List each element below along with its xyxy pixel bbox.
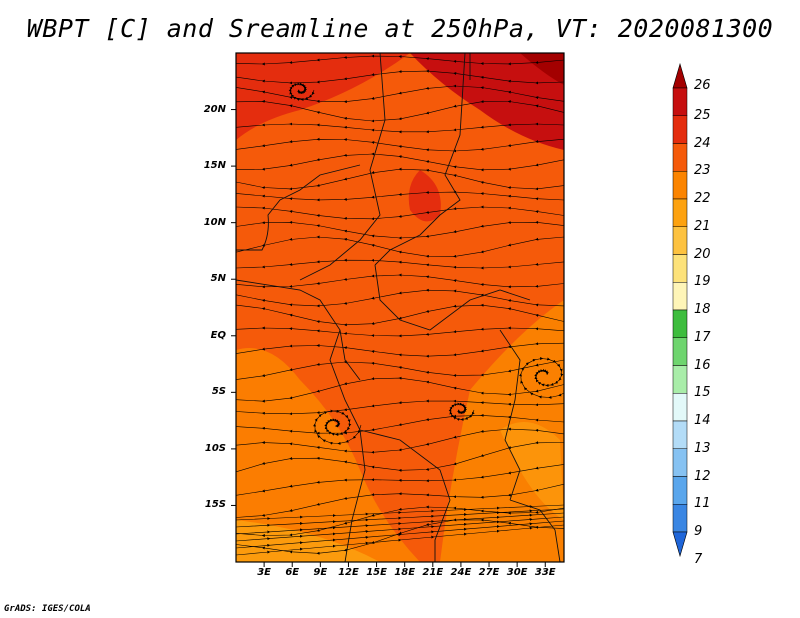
colorbar-swatch <box>672 504 688 533</box>
colorbar-label: 13 <box>694 440 711 456</box>
border-line <box>299 53 386 281</box>
colorbar-label: 18 <box>694 302 711 317</box>
lon-tick-label: 6E <box>285 567 300 578</box>
streamline <box>236 376 564 403</box>
colorbar-swatch <box>672 87 688 116</box>
colorbar-swatch <box>672 115 688 144</box>
colorbar-swatch <box>672 254 688 283</box>
axis-ticks <box>231 109 546 567</box>
colorbar-label: 26 <box>694 78 711 93</box>
map-frame <box>235 52 565 563</box>
streamline <box>236 303 564 327</box>
vortex-streamline <box>313 409 362 445</box>
country-borders <box>236 53 561 562</box>
streamline <box>236 399 564 416</box>
lat-tick-label: 10S <box>204 442 226 454</box>
streamline <box>236 326 564 338</box>
colorbar-label: 12 <box>694 468 711 484</box>
lat-tick-label: EQ <box>210 329 226 341</box>
border-line <box>374 53 466 266</box>
colorbar-swatch <box>672 309 688 338</box>
lon-tick-label: 21E <box>422 567 444 578</box>
colorbar-swatch <box>672 365 688 394</box>
streamline <box>236 235 564 258</box>
streamline <box>236 190 564 202</box>
border-line <box>499 329 521 501</box>
colorbar-label: 14 <box>694 413 711 428</box>
colorbar-label: 16 <box>694 357 711 373</box>
lat-tick-label: 15S <box>204 499 226 511</box>
streamline <box>236 273 564 289</box>
lon-tick-label: 24E <box>450 567 472 578</box>
streamline <box>236 54 564 66</box>
streamlines <box>236 54 564 556</box>
colorbar-label: 17 <box>694 329 711 345</box>
colorbar-label: 9 <box>694 524 703 539</box>
border-line <box>509 499 561 562</box>
colorbar-label: 11 <box>694 496 711 512</box>
colorbar-swatch <box>672 337 688 366</box>
lon-tick-label: 18E <box>394 567 416 578</box>
colorbar-min-arrow <box>672 531 688 558</box>
streamline <box>236 205 564 221</box>
lon-tick-label: 9E <box>313 567 328 578</box>
colorbar-label: 7 <box>694 551 703 567</box>
streamline <box>236 258 564 270</box>
vortex-streamline <box>519 357 564 399</box>
colorbar-label: 20 <box>694 246 711 262</box>
lat-tick-label: 20N <box>203 103 226 115</box>
vortex-streamline <box>448 402 475 421</box>
streamline <box>236 167 564 191</box>
colorbar-swatch <box>672 393 688 422</box>
colorbar-swatch <box>672 226 688 255</box>
streamline <box>236 464 564 496</box>
colorbar-label: 25 <box>694 107 711 123</box>
colorbar-swatch <box>672 282 688 311</box>
colorbar-label: 21 <box>694 218 711 234</box>
border-line <box>236 279 361 381</box>
streamline <box>236 137 564 153</box>
streamline <box>236 342 564 358</box>
lon-tick-label: 12E <box>338 567 359 578</box>
wbpt-field <box>236 53 564 562</box>
streamline <box>236 359 564 380</box>
colorbar-swatch <box>672 143 688 172</box>
colorbar-swatch <box>672 476 688 505</box>
colorbar-swatch <box>672 420 688 449</box>
colorbar-label: 22 <box>694 191 711 206</box>
lon-tick-label: 30E <box>506 567 528 578</box>
colorbar-swatch <box>672 198 688 227</box>
map-title: WBPT [C] and Sreamline at 250hPa, VT: 20… <box>26 14 774 43</box>
border-line <box>374 264 531 331</box>
lat-tick-label: 10N <box>203 216 226 228</box>
colorbar <box>672 62 688 558</box>
colorbar-label: 23 <box>694 163 711 179</box>
lat-tick-label: 5S <box>211 386 226 398</box>
colorbar-label: 24 <box>694 135 711 151</box>
border-line <box>236 164 361 251</box>
lon-tick-label: 3E <box>257 567 272 578</box>
colorbar-label: 19 <box>694 274 711 290</box>
grads-credit: GrADS: IGES/COLA <box>4 604 91 614</box>
lat-tick-label: 5N <box>210 273 226 285</box>
lon-tick-label: 33E <box>534 567 556 578</box>
vortex-streamline <box>288 82 315 101</box>
colorbar-max-arrow <box>672 62 688 89</box>
colorbar-label: 15 <box>694 385 711 401</box>
streamline-south <box>236 524 564 556</box>
streamline <box>236 100 564 123</box>
colorbar-swatch <box>672 171 688 200</box>
streamline <box>236 122 564 134</box>
lon-tick-label: 15E <box>366 567 387 578</box>
lon-tick-label: 27E <box>478 567 500 578</box>
colorbar-swatch <box>672 448 688 477</box>
border-line <box>359 429 451 562</box>
lat-tick-label: 15N <box>203 160 226 172</box>
